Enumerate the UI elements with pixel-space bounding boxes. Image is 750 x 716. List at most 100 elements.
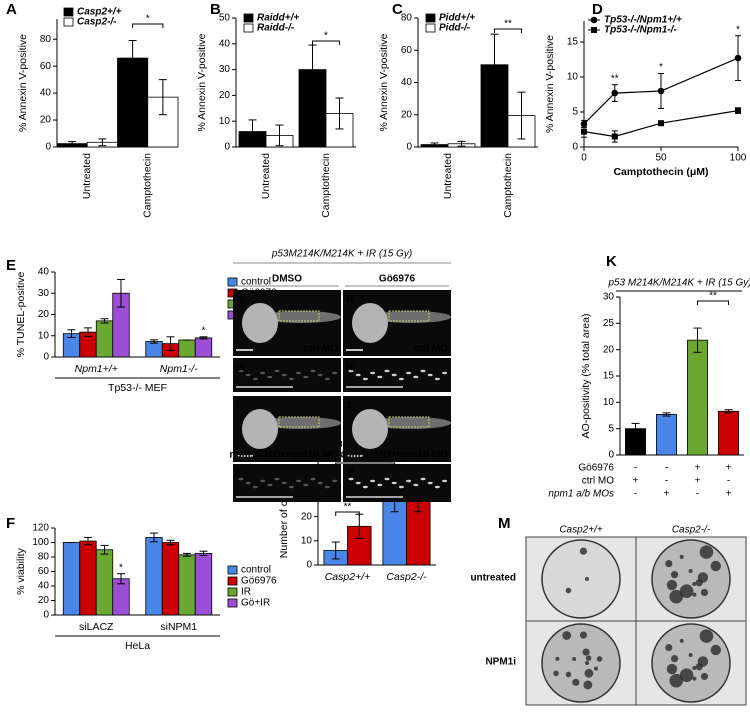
y-axis-label: % Annexin V-positive [544, 35, 556, 133]
bar [62, 542, 81, 616]
tissue-speck [434, 377, 440, 381]
y-tick-label: 20 [603, 344, 615, 355]
point [590, 16, 598, 24]
y-tick-label: 80 [401, 13, 413, 24]
y-tick-label: 80 [38, 552, 50, 563]
x-tick-label: Camptothecin [502, 153, 514, 218]
tissue-speck [310, 477, 316, 481]
colony [585, 577, 589, 581]
tissue-speck [281, 481, 287, 485]
colony [553, 670, 559, 677]
y-tick-label: 60 [40, 61, 52, 72]
significance-bracket [335, 511, 360, 516]
y-tick-label: 30 [603, 292, 615, 303]
error-bar [150, 339, 158, 344]
legend-label: Pidd-/- [439, 23, 471, 34]
y-tick-label: 10 [219, 116, 231, 127]
colony [579, 631, 588, 639]
table-row-label: ctrl MO [582, 476, 614, 487]
embryo-head [352, 409, 388, 449]
x-tick-label: siNPM1 [160, 621, 197, 633]
tissue-speck [281, 373, 287, 377]
colony [700, 588, 709, 597]
legend-swatch [63, 17, 74, 27]
tissue-speck [370, 479, 376, 483]
panel-letter: M [498, 515, 511, 532]
micrograph [233, 464, 341, 502]
significance-label: ** [504, 19, 512, 30]
colony [710, 560, 721, 572]
tissue-speck [296, 479, 302, 483]
dish [541, 539, 621, 619]
x-tick-label: Npm1-/- [160, 363, 198, 375]
error-bar [117, 573, 125, 585]
row-header: untreated [470, 573, 516, 584]
legend-swatch [227, 598, 238, 608]
table-row-label: Gö6976 [578, 463, 614, 474]
colony [565, 587, 572, 594]
x-tick-label: 50 [655, 153, 667, 164]
tissue-speck [324, 485, 330, 489]
point [581, 128, 587, 135]
y-tick-label: 60 [401, 45, 413, 56]
roi-box [388, 416, 430, 428]
footer: HeLa [125, 640, 150, 652]
y-tick-label: 60 [38, 566, 50, 577]
table-cell: + [633, 476, 639, 487]
point [658, 120, 664, 127]
legend-label: Gö+IR [241, 598, 270, 609]
embryo-head [242, 409, 278, 449]
tissue-speck [420, 477, 426, 481]
tissue-speck [442, 479, 448, 483]
colony [594, 666, 599, 671]
panel-letter: F [6, 515, 15, 532]
colony [572, 678, 580, 686]
y-tick-label: 0 [608, 450, 614, 461]
point [611, 89, 619, 97]
tissue-speck [420, 369, 426, 373]
embryo-body [371, 311, 451, 323]
embryo-body [261, 311, 341, 323]
table-cell: + [695, 476, 701, 487]
error-bar [68, 141, 77, 147]
tissue-speck [303, 375, 309, 379]
colony [688, 569, 693, 574]
panel-caption: npm1a MO+npm1b MO [229, 450, 338, 461]
y-tick-label: 20 [219, 90, 231, 101]
colony [579, 547, 588, 555]
tissue-speck [310, 369, 316, 373]
significance-bracket [697, 300, 729, 305]
y-tick-label: 40 [401, 77, 413, 88]
tissue-speck [434, 485, 440, 489]
panel-letter: G' [236, 363, 246, 374]
legend-swatch [243, 13, 254, 23]
y-tick-label: 40 [38, 267, 50, 278]
tissue-speck [303, 483, 309, 487]
colony [669, 589, 684, 604]
error-bar [631, 422, 640, 435]
colony [679, 668, 694, 683]
y-tick-label: 5 [608, 423, 614, 434]
bar [178, 339, 196, 358]
tissue-speck [274, 477, 280, 481]
panel-letter: D [592, 1, 603, 18]
legend-label: Casp2+/+ [77, 7, 122, 18]
micrograph [343, 358, 451, 392]
table-row-label: npm1 a/b MOs [548, 489, 614, 500]
x-tick-label: 0 [581, 153, 587, 164]
legend-label: Raidd-/- [257, 23, 295, 34]
tissue-speck [398, 377, 404, 381]
tissue-speck [288, 485, 294, 489]
colony [585, 655, 592, 661]
y-tick-label: 20 [40, 115, 52, 126]
y-axis-label: % viability [15, 547, 27, 594]
bar [194, 337, 213, 358]
dish [541, 623, 621, 703]
panel-letter: J' [346, 469, 354, 480]
tissue-speck [406, 371, 412, 375]
tissue-speck [332, 479, 338, 483]
micrograph [343, 464, 451, 502]
error-bar [662, 412, 671, 417]
y-axis-label: % Annexin V-positive [17, 34, 29, 132]
table-cell: - [634, 463, 637, 474]
